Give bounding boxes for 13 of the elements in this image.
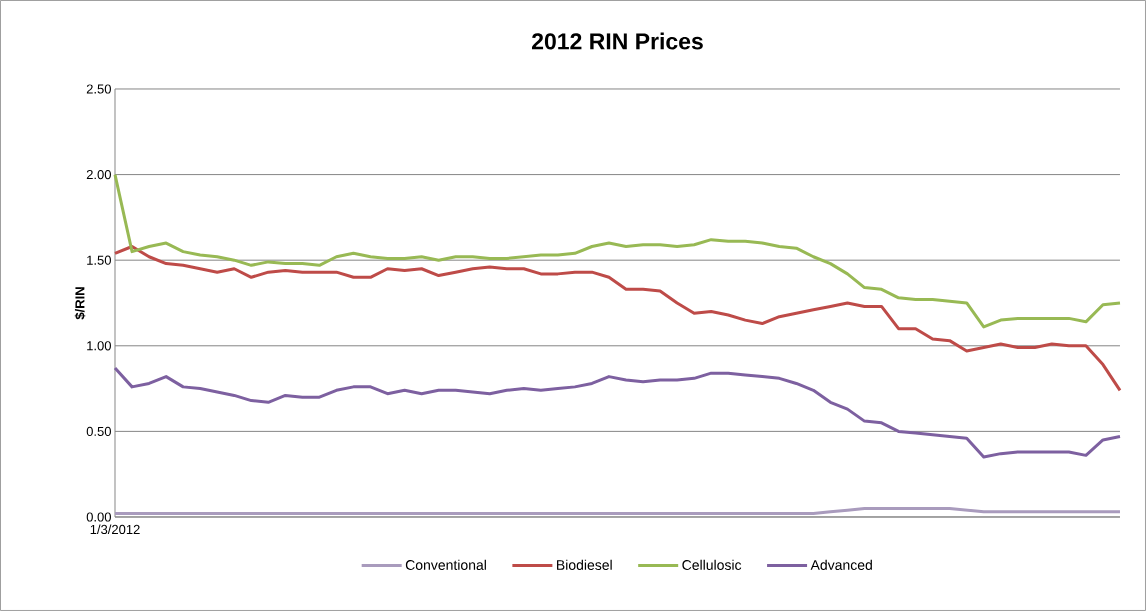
y-tick-label: 2.00 bbox=[86, 169, 111, 180]
y-tick-label: 0.50 bbox=[86, 426, 111, 436]
y-tick-label: 1.50 bbox=[87, 255, 111, 265]
legend-label: Biodiesel bbox=[557, 559, 612, 570]
legend-label: Conventional bbox=[405, 559, 486, 570]
legend-label: Advanced bbox=[810, 559, 872, 570]
y-tick-label: 1.00 bbox=[87, 341, 111, 351]
y-axis-title: $/RIN bbox=[74, 287, 86, 320]
legend-label: Cellulosic bbox=[682, 559, 742, 570]
x-tick-label: 1/3/2012 bbox=[90, 524, 140, 535]
y-tick-label: 0.00 bbox=[86, 512, 111, 522]
chart-title: 2012 RIN Prices bbox=[531, 32, 703, 50]
y-tick-label: 2.50 bbox=[86, 84, 111, 94]
